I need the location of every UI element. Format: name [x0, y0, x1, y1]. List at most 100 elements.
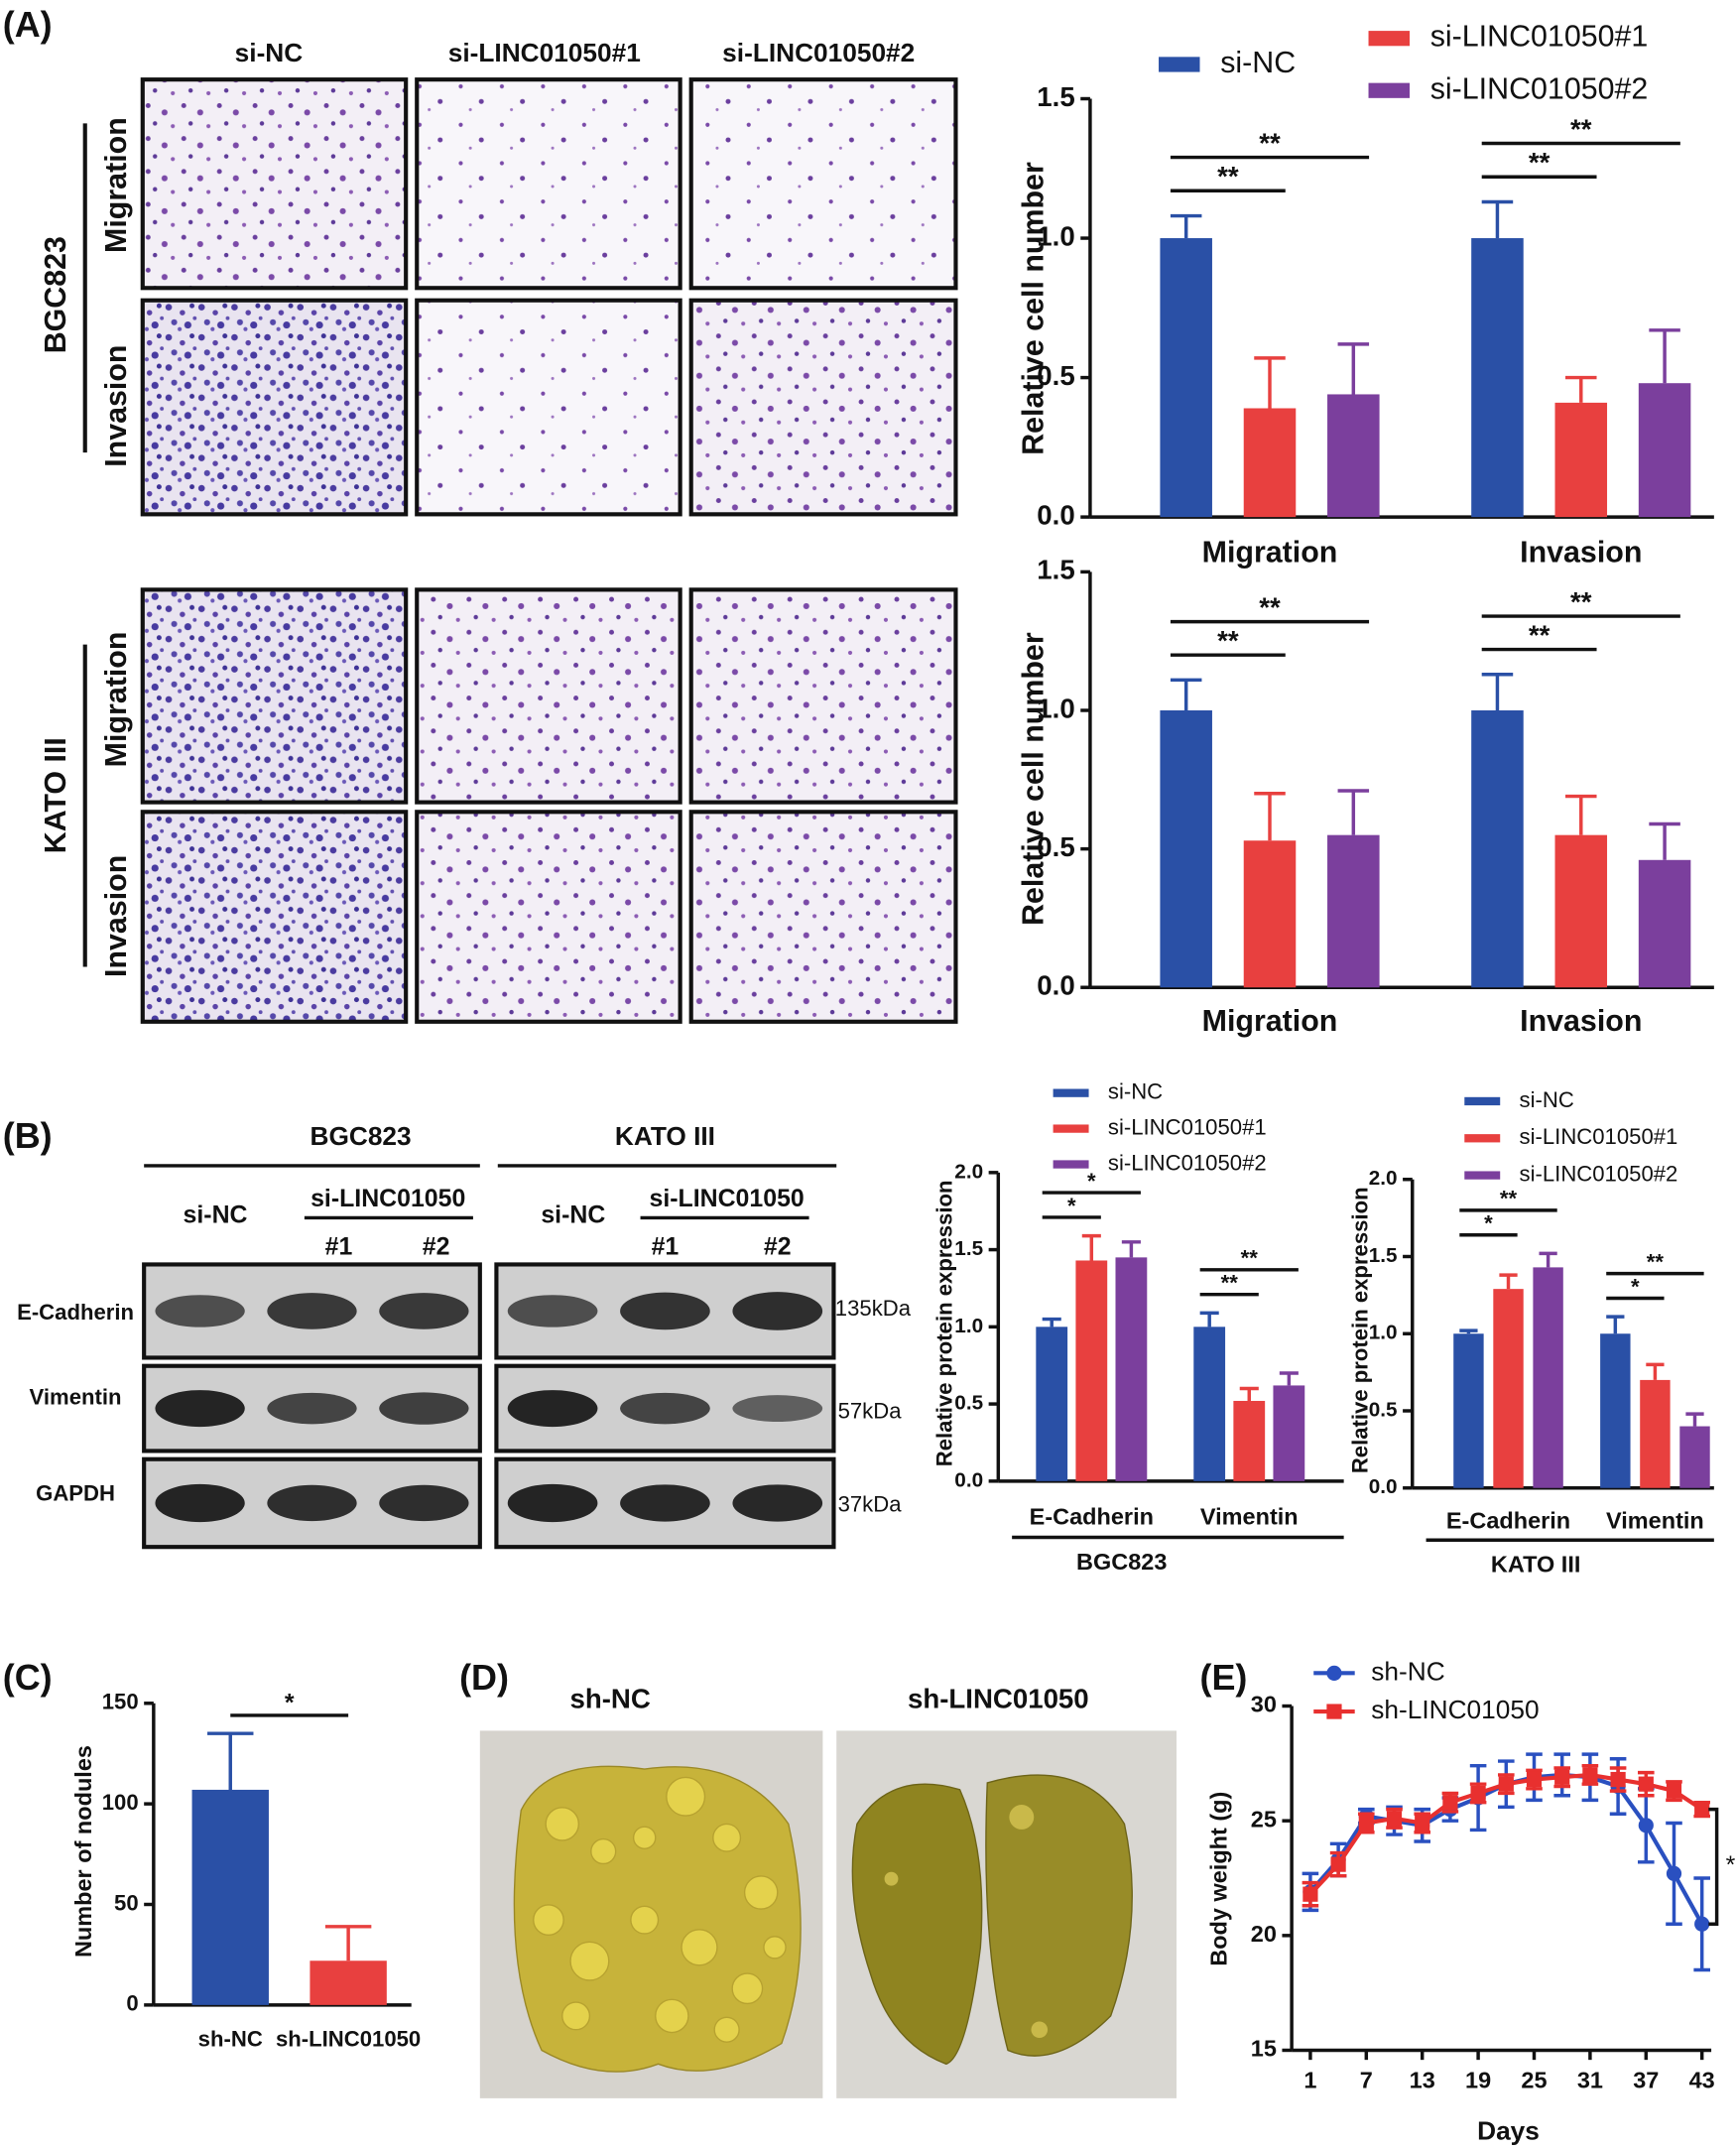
marker	[1386, 1811, 1403, 1827]
bar	[1233, 1400, 1266, 1481]
y-tick-label: 150	[102, 1690, 139, 1714]
micrograph	[688, 77, 958, 291]
y-axis-label: Relative cell number	[1017, 162, 1051, 455]
y-tick-label: 15	[1251, 2036, 1277, 2062]
significance-label: **	[1570, 113, 1592, 144]
x-tick-label: 7	[1360, 2067, 1373, 2092]
x-tick-label: Vimentin	[1606, 1508, 1704, 1534]
band	[620, 1392, 710, 1425]
panel-label: (E)	[1200, 1657, 1248, 1698]
legend-swatch	[1464, 1096, 1501, 1106]
x-tick-label: Invasion	[1520, 1004, 1642, 1038]
band	[267, 1484, 357, 1522]
y-axis-label: Body weight (g)	[1205, 1792, 1231, 1966]
bar	[1243, 840, 1297, 988]
bar	[1471, 238, 1524, 518]
legend-label: si-LINC01050#1	[1520, 1124, 1678, 1149]
band	[507, 1483, 598, 1523]
x-tick-label: Migration	[1202, 1004, 1338, 1038]
marker	[1666, 1783, 1682, 1799]
micrograph	[140, 77, 409, 291]
y-tick-label: 0.5	[1037, 831, 1074, 862]
significance-label: *	[1087, 1169, 1096, 1194]
marker	[1470, 1785, 1486, 1802]
photo-label: sh-NC	[569, 1683, 650, 1713]
bar	[1471, 710, 1524, 988]
y-tick-label: 0.0	[1037, 499, 1074, 530]
bar	[1075, 1260, 1108, 1481]
marker	[1526, 1771, 1543, 1788]
micrograph	[140, 810, 409, 1024]
bar	[1640, 1379, 1671, 1488]
marker	[1326, 1704, 1342, 1719]
error-bar	[1649, 328, 1680, 384]
y-tick-label: 1.0	[1037, 220, 1074, 251]
bar	[1036, 1327, 1068, 1481]
significance-bracket	[1708, 1807, 1719, 1926]
error-bar	[1685, 1412, 1704, 1427]
marker	[1582, 1767, 1598, 1783]
panel-label: (B)	[3, 1115, 53, 1156]
error-bar	[1646, 1362, 1665, 1380]
error-bar	[1337, 342, 1370, 395]
bar	[1638, 859, 1691, 988]
x-tick-label: sh-NC	[198, 2027, 263, 2052]
panel-label: (D)	[459, 1657, 509, 1698]
legend-swatch	[1464, 1134, 1501, 1143]
bar	[1600, 1333, 1631, 1488]
y-axis-label: Relative cell number	[1017, 632, 1051, 926]
y-axis-label: Relative protein expression	[932, 1181, 957, 1467]
x-tick-label: E-Cadherin	[1030, 1503, 1154, 1529]
significance-label: **	[1529, 147, 1550, 178]
bar	[1554, 834, 1608, 988]
significance-label: **	[1570, 586, 1592, 617]
marker	[1498, 1776, 1514, 1792]
error-bar	[1279, 1371, 1299, 1386]
marker	[1554, 1769, 1570, 1785]
y-tick-label: 50	[114, 1890, 139, 1915]
micrograph	[415, 587, 682, 805]
micrograph	[688, 298, 958, 517]
y-tick-label: 1.0	[1369, 1322, 1398, 1344]
legend-label: si-LINC01050#2	[1430, 71, 1649, 105]
x-tick-label: Migration	[1202, 535, 1338, 569]
significance-label: *	[1067, 1194, 1076, 1218]
nodules	[533, 1776, 787, 2043]
error-bar	[1170, 678, 1202, 711]
x-tick-label: Invasion	[1520, 535, 1642, 569]
lane-label: si-NC	[184, 1201, 248, 1229]
error-bar	[207, 1731, 254, 1790]
x-tick-label: Vimentin	[1200, 1503, 1299, 1529]
y-tick-label: 2.0	[954, 1160, 983, 1183]
significance-label: **	[1217, 625, 1239, 656]
assay-label: Invasion	[99, 855, 133, 977]
marker	[1302, 1886, 1318, 1902]
marker	[1330, 1856, 1346, 1872]
nodule	[1031, 2021, 1049, 2039]
legend-label: sh-LINC01050	[1371, 1695, 1539, 1724]
lane-label: #1	[652, 1232, 680, 1260]
y-tick-label: 0.0	[954, 1468, 983, 1491]
legend-swatch	[1053, 1124, 1089, 1133]
y-tick-label: 0.0	[1369, 1475, 1398, 1498]
blots	[142, 1262, 836, 1550]
lane-label: si-NC	[541, 1201, 605, 1229]
lane-label: #2	[764, 1232, 792, 1260]
y-tick-label: 1.0	[1037, 693, 1074, 723]
legend-label: si-LINC01050#1	[1108, 1114, 1267, 1139]
x-tick-label: sh-LINC01050	[276, 2027, 421, 2052]
protein-label: Vimentin	[30, 1385, 122, 1410]
significance-label: **	[1259, 592, 1281, 623]
assay-label: Invasion	[99, 345, 133, 467]
x-tick-label: 37	[1633, 2067, 1659, 2092]
error-bar	[1121, 1240, 1141, 1258]
legend-label: si-NC	[1520, 1087, 1574, 1112]
bar	[1327, 834, 1380, 988]
significance-label: **	[1500, 1187, 1518, 1211]
micrographs	[140, 77, 958, 1024]
marker	[1415, 1815, 1430, 1832]
x-tick-label: 31	[1577, 2067, 1603, 2092]
legend-swatch	[1464, 1171, 1501, 1180]
error-bar	[1649, 822, 1680, 860]
micrograph	[688, 810, 958, 1024]
